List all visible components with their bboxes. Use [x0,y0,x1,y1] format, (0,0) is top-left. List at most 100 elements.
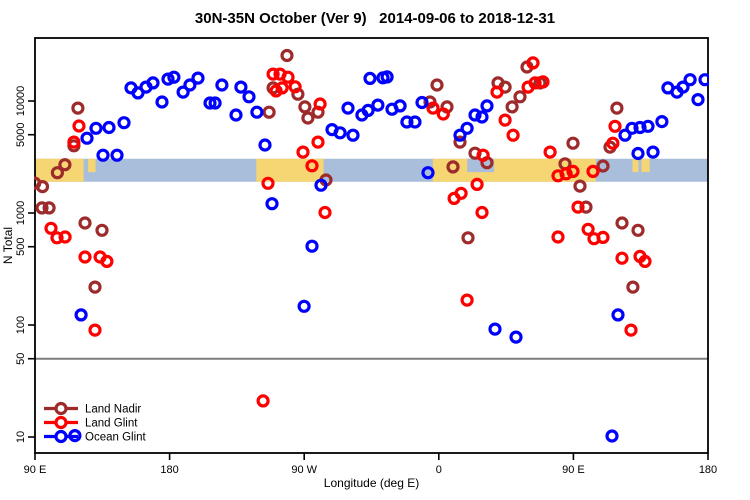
x-tick-label: 180 [699,464,717,476]
data-point-land-glint [571,200,585,214]
data-point-ocean-glint [408,115,422,129]
data-point-land-glint [615,251,629,265]
data-point-ocean-glint [421,166,435,180]
map-strip-japan-islands-b [641,158,650,173]
data-point-land-glint [72,119,86,133]
data-point-ocean-glint [96,148,110,162]
data-point-land-glint [58,230,72,244]
data-point-land-glint [281,70,295,84]
data-point-ocean-glint [305,239,319,253]
data-point-ocean-glint [480,99,494,113]
data-point-ocean-glint [155,95,169,109]
data-point-land-nadir [461,231,475,245]
data-point-ocean-glint [380,70,394,84]
data-point-ocean-glint [89,121,103,135]
data-point-ocean-glint [641,119,655,133]
chart-title: 30N-35N October (Ver 9) 2014-09-06 to 20… [194,10,556,27]
data-point-land-glint [476,148,490,162]
data-point-land-glint [581,222,595,236]
y-tick-label: 100 [15,316,27,334]
data-point-land-glint [460,293,474,307]
legend-marker [54,401,68,416]
data-point-ocean-glint [625,121,639,135]
x-tick-label: 90 W [291,464,317,476]
data-point-land-nadir [78,216,92,230]
data-point-land-nadir [573,179,587,193]
x-tick-label: 90 E [562,464,585,476]
data-point-ocean-glint [208,96,222,110]
data-point-ocean-glint [371,98,385,112]
data-point-ocean-glint [258,138,272,152]
data-point-land-glint [454,186,468,200]
data-point-land-glint [426,101,440,115]
data-point-ocean-glint [242,90,256,104]
data-point-land-glint [566,164,580,178]
data-point-ocean-glint [698,73,709,87]
data-point-land-nadir [58,158,72,172]
data-point-land-glint [269,84,283,98]
data-point-land-nadir [71,101,85,115]
x-axis-title: Longitude (deg E) [324,476,419,490]
data-point-land-nadir [566,136,580,150]
data-point-land-nadir [626,280,640,294]
data-point-land-glint [313,97,327,111]
data-point-ocean-glint [361,103,375,118]
data-point-ocean-glint [250,105,264,119]
data-point-ocean-glint [509,330,523,344]
data-point-land-glint [498,113,512,127]
data-point-land-glint [311,135,325,149]
data-point-ocean-glint [110,148,124,162]
data-point-ocean-glint [297,299,311,313]
data-point-land-glint [305,159,319,173]
data-point-land-glint [318,205,332,220]
data-point-land-nadir [513,90,527,104]
data-point-ocean-glint [117,116,131,130]
data-point-land-nadir [596,159,610,173]
data-point-land-glint [470,177,484,191]
data-point-ocean-glint [234,80,248,94]
data-point-land-glint [490,85,504,99]
data-point-ocean-glint [646,145,660,159]
data-point-land-nadir [631,223,645,237]
data-point-land-glint [596,230,610,244]
data-point-land-nadir [579,200,593,214]
data-points-layer [34,48,709,443]
data-point-ocean-glint [176,85,190,99]
legend-marker [54,415,68,430]
data-point-ocean-glint [102,120,116,135]
data-point-land-nadir [88,280,102,294]
data-point-land-nadir [453,135,467,149]
data-point-ocean-glint [191,71,205,85]
data-point-ocean-glint [229,108,243,122]
y-tick-label: 500 [15,238,27,256]
plot-box [34,37,709,454]
data-point-ocean-glint [167,70,181,84]
data-point-ocean-glint [618,128,632,142]
data-point-ocean-glint [415,95,429,110]
y-axis-title: N Total [1,227,15,264]
data-point-ocean-glint [333,126,347,140]
data-point-ocean-glint [655,114,669,129]
data-point-land-glint [78,250,92,264]
data-point-land-glint [638,254,652,268]
data-point-land-nadir [34,176,42,190]
data-point-ocean-glint [611,308,625,322]
data-point-ocean-glint [475,110,489,124]
data-point-land-glint [100,254,114,268]
data-point-land-glint [288,80,302,94]
y-tick-label: 10000 [15,86,27,117]
data-point-ocean-glint [215,78,229,92]
x-tick-label: 180 [160,464,178,476]
data-point-land-nadir [446,160,460,174]
data-point-land-nadir [298,100,312,114]
y-tick-label: 10 [15,431,27,443]
data-point-ocean-glint [488,322,502,336]
data-point-ocean-glint [468,108,482,122]
data-point-land-nadir [505,100,519,114]
data-point-ocean-glint [453,128,467,142]
data-point-land-glint [606,136,620,150]
y-tick-label: 1000 [15,201,27,225]
data-point-ocean-glint [346,128,360,142]
